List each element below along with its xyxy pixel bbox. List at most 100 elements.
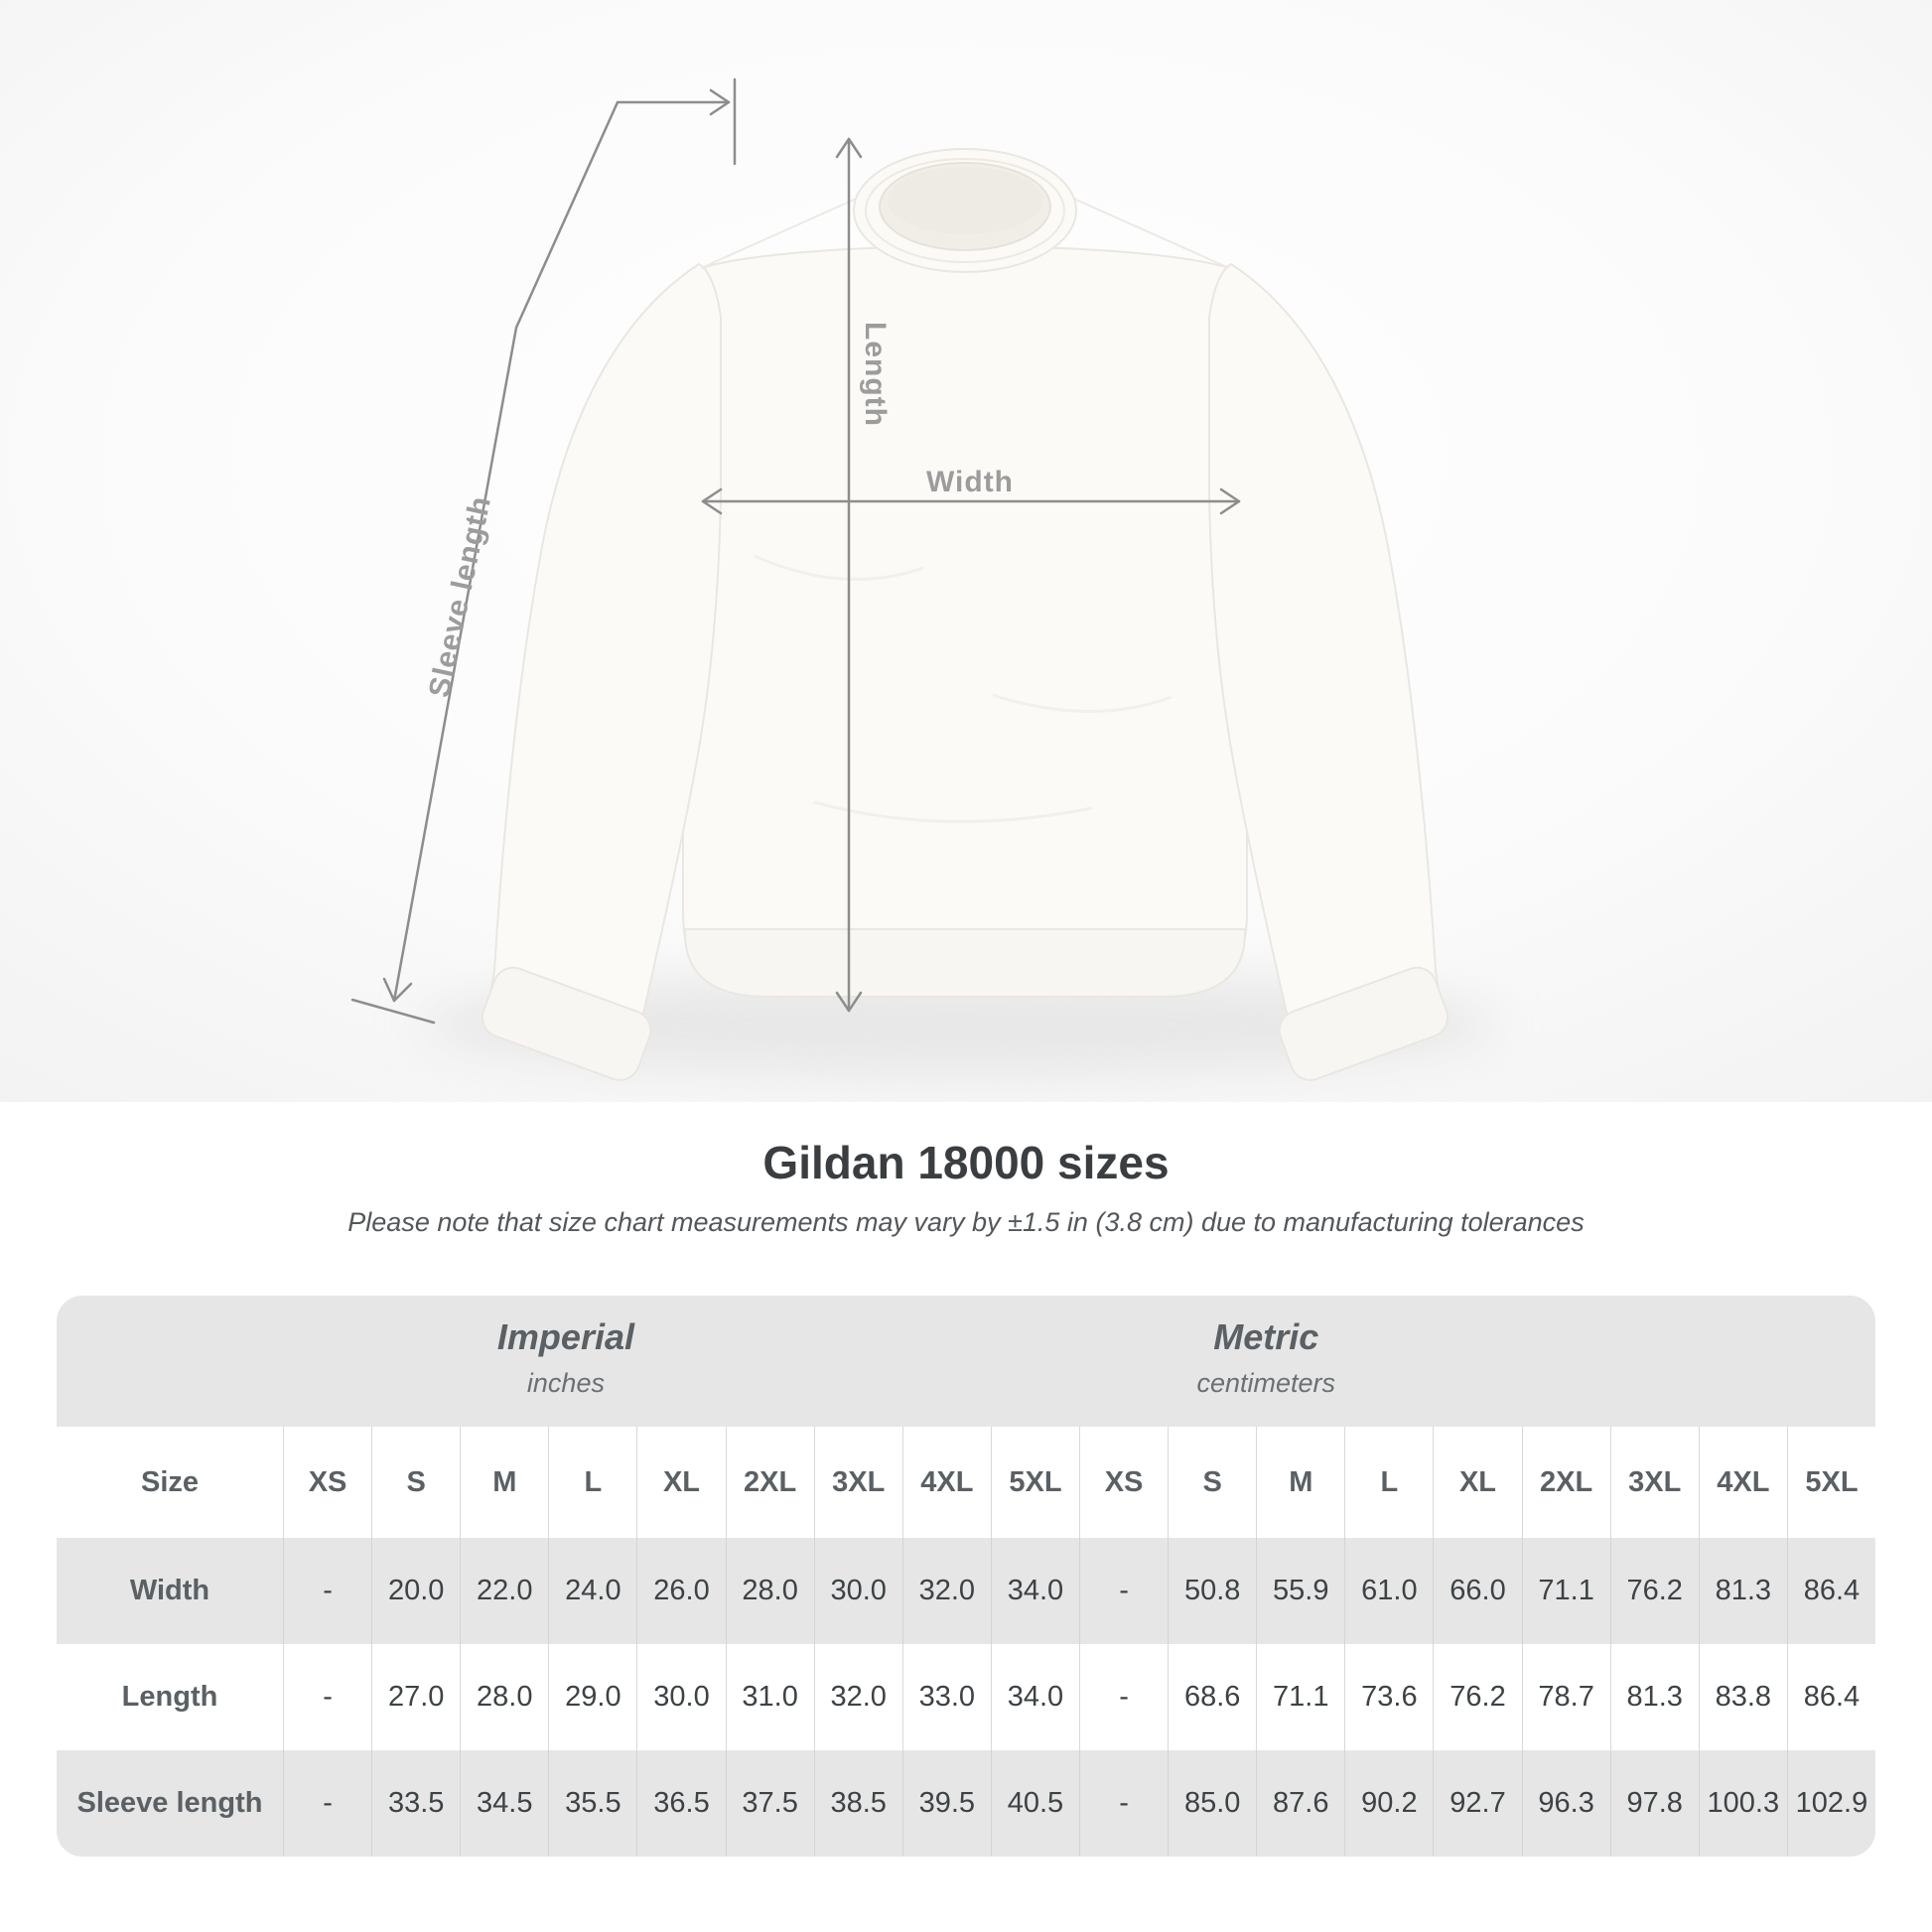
value-cell-imperial: 30.0 — [813, 1538, 902, 1644]
row-label: Length — [121, 1681, 218, 1713]
sweatshirt-illustration — [0, 0, 1932, 1102]
value-cell-imperial: 32.0 — [901, 1538, 991, 1644]
value-cell-metric: 50.8 — [1168, 1538, 1256, 1644]
neck-reference-arrow — [616, 77, 737, 166]
size-header-imperial-5xl: 5XL — [990, 1427, 1079, 1538]
size-header-imperial-xs: XS — [283, 1427, 371, 1538]
value-cell-imperial: 35.5 — [548, 1750, 636, 1857]
size-header-imperial-3xl: 3XL — [813, 1427, 902, 1538]
width-measure-label: Width — [925, 466, 1015, 498]
size-chart-table: Imperial inches Metric centimeters Size X… — [57, 1296, 1875, 1857]
value-cell-metric: 76.2 — [1609, 1538, 1699, 1644]
width-arrow — [701, 487, 1241, 515]
metric-unit-label: centimeters — [1196, 1368, 1336, 1399]
unit-group-header: Imperial inches Metric centimeters — [57, 1296, 1875, 1427]
row-label: Width — [129, 1575, 210, 1606]
value-cell-imperial: 37.5 — [725, 1750, 814, 1857]
value-cell-metric: 97.8 — [1609, 1750, 1699, 1857]
value-cell-imperial: - — [283, 1750, 371, 1857]
value-cell-imperial: 31.0 — [725, 1644, 814, 1750]
value-cell-metric: 55.9 — [1256, 1538, 1344, 1644]
value-cell-metric: 76.2 — [1433, 1644, 1521, 1750]
size-header-metric-s: S — [1168, 1427, 1256, 1538]
size-header-metric-4xl: 4XL — [1698, 1427, 1787, 1538]
row-label: Sleeve length — [76, 1787, 263, 1819]
value-cell-metric: 71.1 — [1521, 1538, 1610, 1644]
value-cell-imperial: 33.5 — [371, 1750, 460, 1857]
value-cell-metric: - — [1079, 1750, 1168, 1857]
value-cell-imperial: - — [283, 1644, 371, 1750]
metric-label: Metric — [1213, 1316, 1319, 1358]
size-header-metric-3xl: 3XL — [1609, 1427, 1699, 1538]
size-column-header: Size — [140, 1465, 200, 1498]
size-header-metric-m: M — [1256, 1427, 1344, 1538]
value-cell-metric: - — [1079, 1644, 1168, 1750]
value-cell-metric: 81.3 — [1609, 1644, 1699, 1750]
value-cell-metric: 73.6 — [1344, 1644, 1433, 1750]
value-cell-imperial: 34.0 — [990, 1644, 1079, 1750]
length-measure-label: Length — [859, 322, 892, 427]
hem-band — [684, 928, 1246, 998]
value-cell-imperial: 27.0 — [371, 1644, 460, 1750]
value-cell-metric: 86.4 — [1786, 1538, 1875, 1644]
product-measurement-diagram: Length Width Sleeve length — [0, 0, 1932, 1102]
value-cell-metric: - — [1079, 1538, 1168, 1644]
size-header-imperial-2xl: 2XL — [725, 1427, 814, 1538]
value-cell-metric: 83.8 — [1698, 1644, 1787, 1750]
value-cell-imperial: 34.5 — [460, 1750, 548, 1857]
size-header-metric-2xl: 2XL — [1521, 1427, 1610, 1538]
page-title: Gildan 18000 sizes — [762, 1137, 1170, 1188]
size-header-metric-5xl: 5XL — [1786, 1427, 1875, 1538]
imperial-unit-label: inches — [526, 1368, 605, 1399]
collar — [853, 148, 1077, 273]
imperial-group-header: Imperial inches — [497, 1316, 634, 1399]
value-cell-metric: 68.6 — [1168, 1644, 1256, 1750]
value-cell-metric: 85.0 — [1168, 1750, 1256, 1857]
value-cell-imperial: 28.0 — [460, 1644, 548, 1750]
value-cell-metric: 92.7 — [1433, 1750, 1521, 1857]
length-arrow — [835, 137, 863, 1013]
size-header-imperial-4xl: 4XL — [901, 1427, 991, 1538]
value-cell-imperial: 39.5 — [901, 1750, 991, 1857]
value-cell-metric: 90.2 — [1344, 1750, 1433, 1857]
value-cell-metric: 96.3 — [1521, 1750, 1610, 1857]
tolerance-note: Please note that size chart measurements… — [347, 1207, 1585, 1237]
seam-lines — [700, 192, 1230, 824]
value-cell-imperial: 26.0 — [636, 1538, 725, 1644]
size-header-metric-xl: XL — [1433, 1427, 1521, 1538]
table-row-sleeve-length: Sleeve length -33.5 34.5 35.5 36.5 37.5 38.5 39… — [57, 1750, 1875, 1857]
value-cell-imperial: - — [283, 1538, 371, 1644]
value-cell-imperial: 28.0 — [725, 1538, 814, 1644]
size-header-imperial-l: L — [548, 1427, 636, 1538]
value-cell-imperial: 36.5 — [636, 1750, 725, 1857]
left-cuff — [481, 966, 652, 1081]
value-cell-imperial: 29.0 — [548, 1644, 636, 1750]
value-cell-imperial: 30.0 — [636, 1644, 725, 1750]
value-cell-metric: 71.1 — [1256, 1644, 1344, 1750]
value-cell-imperial: 38.5 — [813, 1750, 902, 1857]
value-cell-metric: 102.9 — [1786, 1750, 1875, 1857]
garment-shadow — [417, 971, 1499, 1078]
sleeve-length-arrow — [350, 100, 620, 1025]
table-row-length: Length -27.0 28.0 29.0 30.0 31.0 32.0 33.0 34.0-… — [57, 1644, 1875, 1750]
table-row-width: Width -20.0 22.0 24.0 26.0 28.0 30.0 32.0 34.0-5… — [57, 1538, 1875, 1644]
value-cell-metric: 100.3 — [1698, 1750, 1787, 1857]
table-body: Width -20.0 22.0 24.0 26.0 28.0 30.0 32.0 34.0-5… — [57, 1538, 1875, 1857]
size-header-imperial-m: M — [460, 1427, 548, 1538]
value-cell-imperial: 34.0 — [990, 1538, 1079, 1644]
value-cell-metric: 78.7 — [1521, 1644, 1610, 1750]
size-header-imperial-xl: XL — [636, 1427, 725, 1538]
value-cell-imperial: 22.0 — [460, 1538, 548, 1644]
size-header-imperial-s: S — [371, 1427, 460, 1538]
value-cell-metric: 86.4 — [1786, 1644, 1875, 1750]
value-cell-imperial: 40.5 — [990, 1750, 1079, 1857]
imperial-label: Imperial — [496, 1316, 634, 1358]
value-cell-metric: 87.6 — [1256, 1750, 1344, 1857]
value-cell-metric: 81.3 — [1698, 1538, 1787, 1644]
value-cell-imperial: 32.0 — [813, 1644, 902, 1750]
size-header-row: Size XS S M L XL 2XL 3XL 4XL 5XL XS S M L XL 2XL 3XL 4XL 5… — [57, 1427, 1875, 1538]
metric-group-header: Metric centimeters — [1196, 1316, 1335, 1399]
size-header-metric-xs: XS — [1079, 1427, 1168, 1538]
value-cell-imperial: 24.0 — [548, 1538, 636, 1644]
value-cell-imperial: 33.0 — [901, 1644, 991, 1750]
